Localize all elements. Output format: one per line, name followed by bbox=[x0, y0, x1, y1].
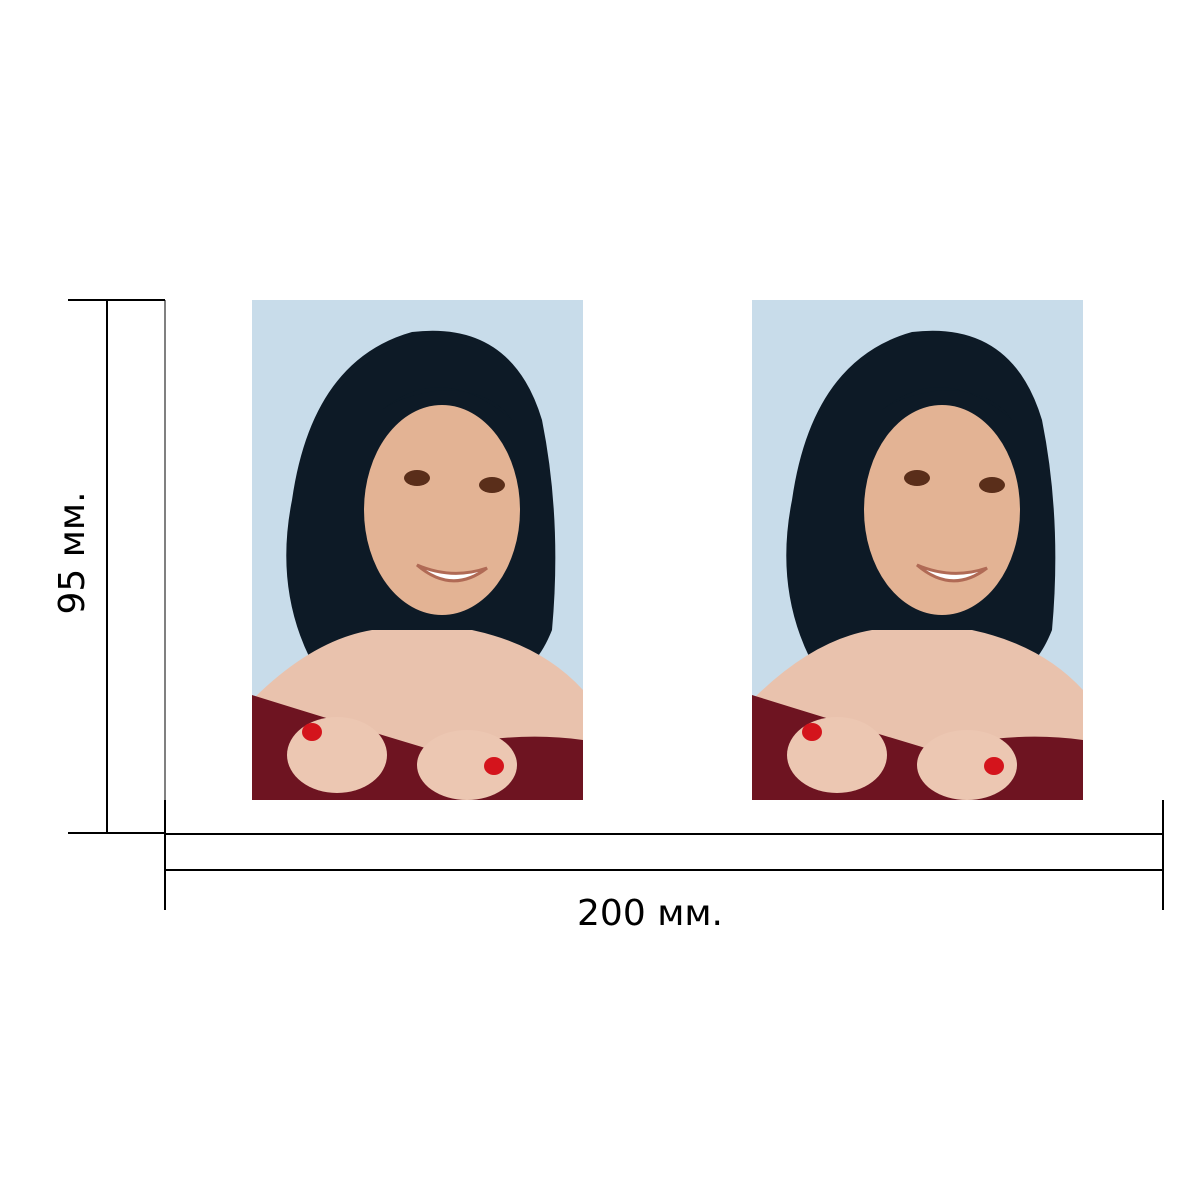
photo bbox=[250, 298, 585, 802]
height-label: 95 мм. bbox=[52, 491, 93, 614]
width-label: 200 мм. bbox=[577, 893, 723, 934]
width-dimension bbox=[164, 800, 1164, 910]
height-dimension bbox=[68, 299, 166, 834]
photo bbox=[750, 298, 1085, 802]
